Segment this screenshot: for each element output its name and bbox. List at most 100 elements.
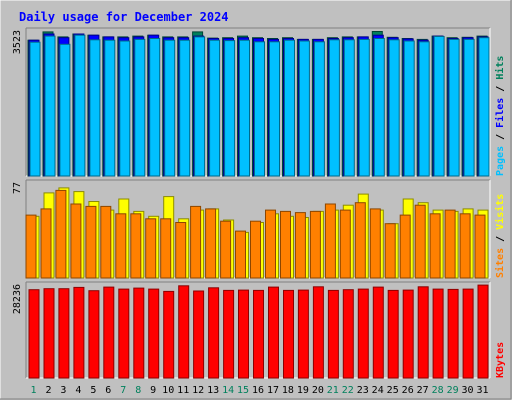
bar-sites-day-26 [399,214,411,279]
bar-sites-day-10 [160,218,172,279]
legend-pages: Pages [495,146,506,176]
bar-kbytes-day-8 [133,287,145,379]
bar-pages-day-22 [343,39,355,177]
bar-pages-day-1 [29,41,41,177]
legend-sites: Sites [494,248,506,278]
bar-pages-day-23 [358,38,370,177]
bar-pages-day-24 [373,38,385,177]
bar-pages-day-15 [239,39,250,177]
legend-panel-3: KBytes [495,342,506,378]
x-tick-day-30: 30 [461,385,473,396]
bar-kbytes-day-10 [163,290,175,379]
x-tick-day-7: 7 [120,385,126,396]
bar-kbytes-day-11 [178,285,190,379]
bar-kbytes-day-26 [402,289,414,379]
x-tick-day-29: 29 [447,385,459,396]
x-tick-day-22: 22 [342,385,354,396]
bar-kbytes-day-5 [88,290,100,379]
bar-pages-day-18 [284,39,295,177]
legend-kbytes: KBytes [495,342,506,378]
bar-pages-day-29 [448,38,460,177]
bar-kbytes-day-16 [253,289,264,379]
bar-sites-day-17 [265,209,276,279]
bar-pages-day-30 [463,38,475,177]
bar-pages-day-9 [149,38,161,177]
bar-pages-day-19 [298,40,310,177]
x-tick-day-15: 15 [237,385,249,396]
bar-sites-day-1 [25,214,37,279]
x-tick-day-4: 4 [75,385,81,396]
bar-kbytes-day-28 [432,288,444,379]
chart-title: Daily usage for December 2024 [19,10,229,24]
bar-pages-day-26 [403,40,415,177]
x-tick-day-18: 18 [282,385,294,396]
y-max-label: 3523 [12,30,23,54]
x-tick-day-2: 2 [45,385,51,396]
bar-pages-day-10 [164,39,176,177]
bar-pages-day-31 [478,37,490,177]
x-tick-day-21: 21 [327,385,339,396]
x-tick-day-23: 23 [357,385,369,396]
bar-kbytes-day-6 [103,286,115,379]
bar-pages-day-20 [313,41,325,177]
bar-sites-day-15 [235,230,246,279]
y-max-label: 28236 [12,284,23,314]
bar-kbytes-day-2 [43,288,55,379]
x-tick-day-28: 28 [432,385,444,396]
x-tick-day-20: 20 [312,385,324,396]
bar-sites-day-4 [70,203,82,279]
bar-sites-day-18 [280,210,291,279]
bar-kbytes-day-23 [357,288,369,379]
bar-pages-day-17 [269,41,280,177]
bar-pages-day-14 [224,40,236,177]
bar-pages-day-21 [328,39,340,177]
bar-pages-day-11 [179,39,191,177]
x-tick-day-10: 10 [162,385,174,396]
bar-kbytes-day-21 [327,289,339,379]
bar-sites-day-19 [294,212,306,279]
bar-kbytes-day-12 [193,290,205,379]
legend-files: Files [494,98,506,128]
bar-kbytes-day-7 [118,288,130,379]
x-tick-day-11: 11 [177,385,189,396]
bar-sites-day-27 [414,204,426,279]
legend-panel-1: Pages / Files / Hits [494,56,506,176]
x-tick-day-14: 14 [222,385,234,396]
x-axis-day-labels: 1 2 3 4 5 6 7 8 9 10 11 12 13 14 15 16 17 18 19 20 21 22 23 24 2… [30,385,488,396]
x-tick-day-3: 3 [60,385,66,396]
bar-kbytes-day-4 [73,286,85,379]
bar-pages-day-6 [104,39,116,177]
x-tick-day-31: 31 [476,385,488,396]
bar-sites-day-6 [100,205,112,279]
bar-kbytes-day-19 [297,289,309,379]
bar-kbytes-day-31 [477,284,489,379]
bar-kbytes-day-24 [372,286,384,379]
x-tick-day-24: 24 [372,385,384,396]
bar-pages-day-8 [134,38,146,177]
bar-kbytes-day-29 [447,288,459,379]
legend-panel-2: Sites / Visits [494,194,506,278]
bar-pages-day-27 [418,41,430,177]
x-tick-day-19: 19 [297,385,309,396]
legend-separator: / [495,128,506,146]
bar-sites-day-8 [130,213,142,279]
x-tick-day-9: 9 [150,385,156,396]
bar-sites-day-16 [250,220,261,279]
bar-sites-day-11 [175,222,187,279]
bar-sites-day-29 [444,209,456,279]
bar-kbytes-day-30 [462,288,474,379]
bar-pages-day-4 [74,34,86,177]
bar-kbytes-day-14 [223,289,235,379]
legend-visits: Visits [494,194,506,230]
bar-sites-day-23 [354,202,366,279]
bar-kbytes-day-15 [238,289,249,379]
bar-sites-day-20 [309,210,321,279]
y-max-label: 77 [12,182,23,194]
x-tick-day-16: 16 [252,385,264,396]
bar-sites-day-30 [459,213,471,279]
bar-kbytes-day-3 [58,288,70,379]
panel-1: 3523 Pages / Files / Hits [12,27,506,177]
panel-2: 77 Sites / Visits [12,179,506,279]
bar-sites-day-2 [40,208,52,279]
